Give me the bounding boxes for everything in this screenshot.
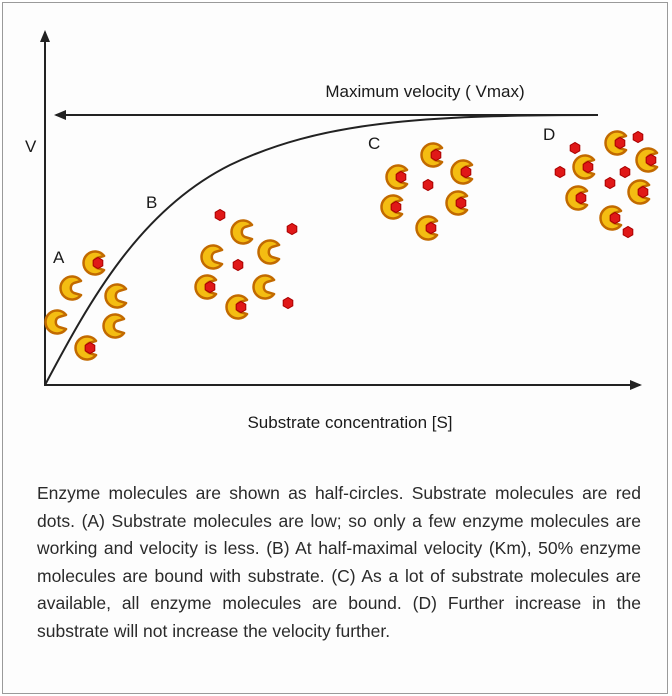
enzyme bbox=[252, 274, 276, 300]
stage-label: D bbox=[543, 125, 555, 144]
substrate bbox=[582, 160, 594, 174]
x-axis-label: Substrate concentration [S] bbox=[247, 413, 452, 432]
substrate bbox=[609, 211, 621, 225]
substrate bbox=[84, 341, 96, 355]
stage-label: A bbox=[53, 248, 65, 267]
enzyme bbox=[257, 239, 281, 265]
substrate bbox=[455, 196, 467, 210]
substrate bbox=[430, 148, 442, 162]
substrate bbox=[214, 208, 226, 222]
enzyme bbox=[59, 275, 83, 301]
enzyme bbox=[102, 313, 126, 339]
substrate bbox=[575, 191, 587, 205]
substrate bbox=[619, 165, 631, 179]
enzyme bbox=[200, 244, 224, 270]
substrate bbox=[622, 225, 634, 239]
caption: Enzyme molecules are shown as half-circl… bbox=[37, 483, 641, 641]
substrate bbox=[235, 300, 247, 314]
substrate bbox=[632, 130, 644, 144]
substrate bbox=[92, 256, 104, 270]
stage-label: C bbox=[368, 134, 380, 153]
substrate bbox=[422, 178, 434, 192]
substrate bbox=[232, 258, 244, 272]
enzyme bbox=[44, 309, 68, 335]
substrate bbox=[390, 200, 402, 214]
enzyme bbox=[104, 283, 128, 309]
substrate bbox=[637, 185, 649, 199]
substrate bbox=[614, 136, 626, 150]
enzyme bbox=[230, 219, 254, 245]
substrate bbox=[425, 221, 437, 235]
stage-label: B bbox=[146, 193, 157, 212]
substrate bbox=[554, 165, 566, 179]
substrate bbox=[204, 280, 216, 294]
substrate bbox=[604, 176, 616, 190]
substrate bbox=[569, 141, 581, 155]
vmax-label: Maximum velocity ( Vmax) bbox=[325, 82, 524, 101]
substrate bbox=[395, 170, 407, 184]
y-axis-label: V bbox=[25, 137, 37, 156]
saturation-curve bbox=[44, 114, 599, 386]
substrate bbox=[286, 222, 298, 236]
substrate bbox=[645, 153, 657, 167]
substrate bbox=[282, 296, 294, 310]
substrate bbox=[460, 165, 472, 179]
